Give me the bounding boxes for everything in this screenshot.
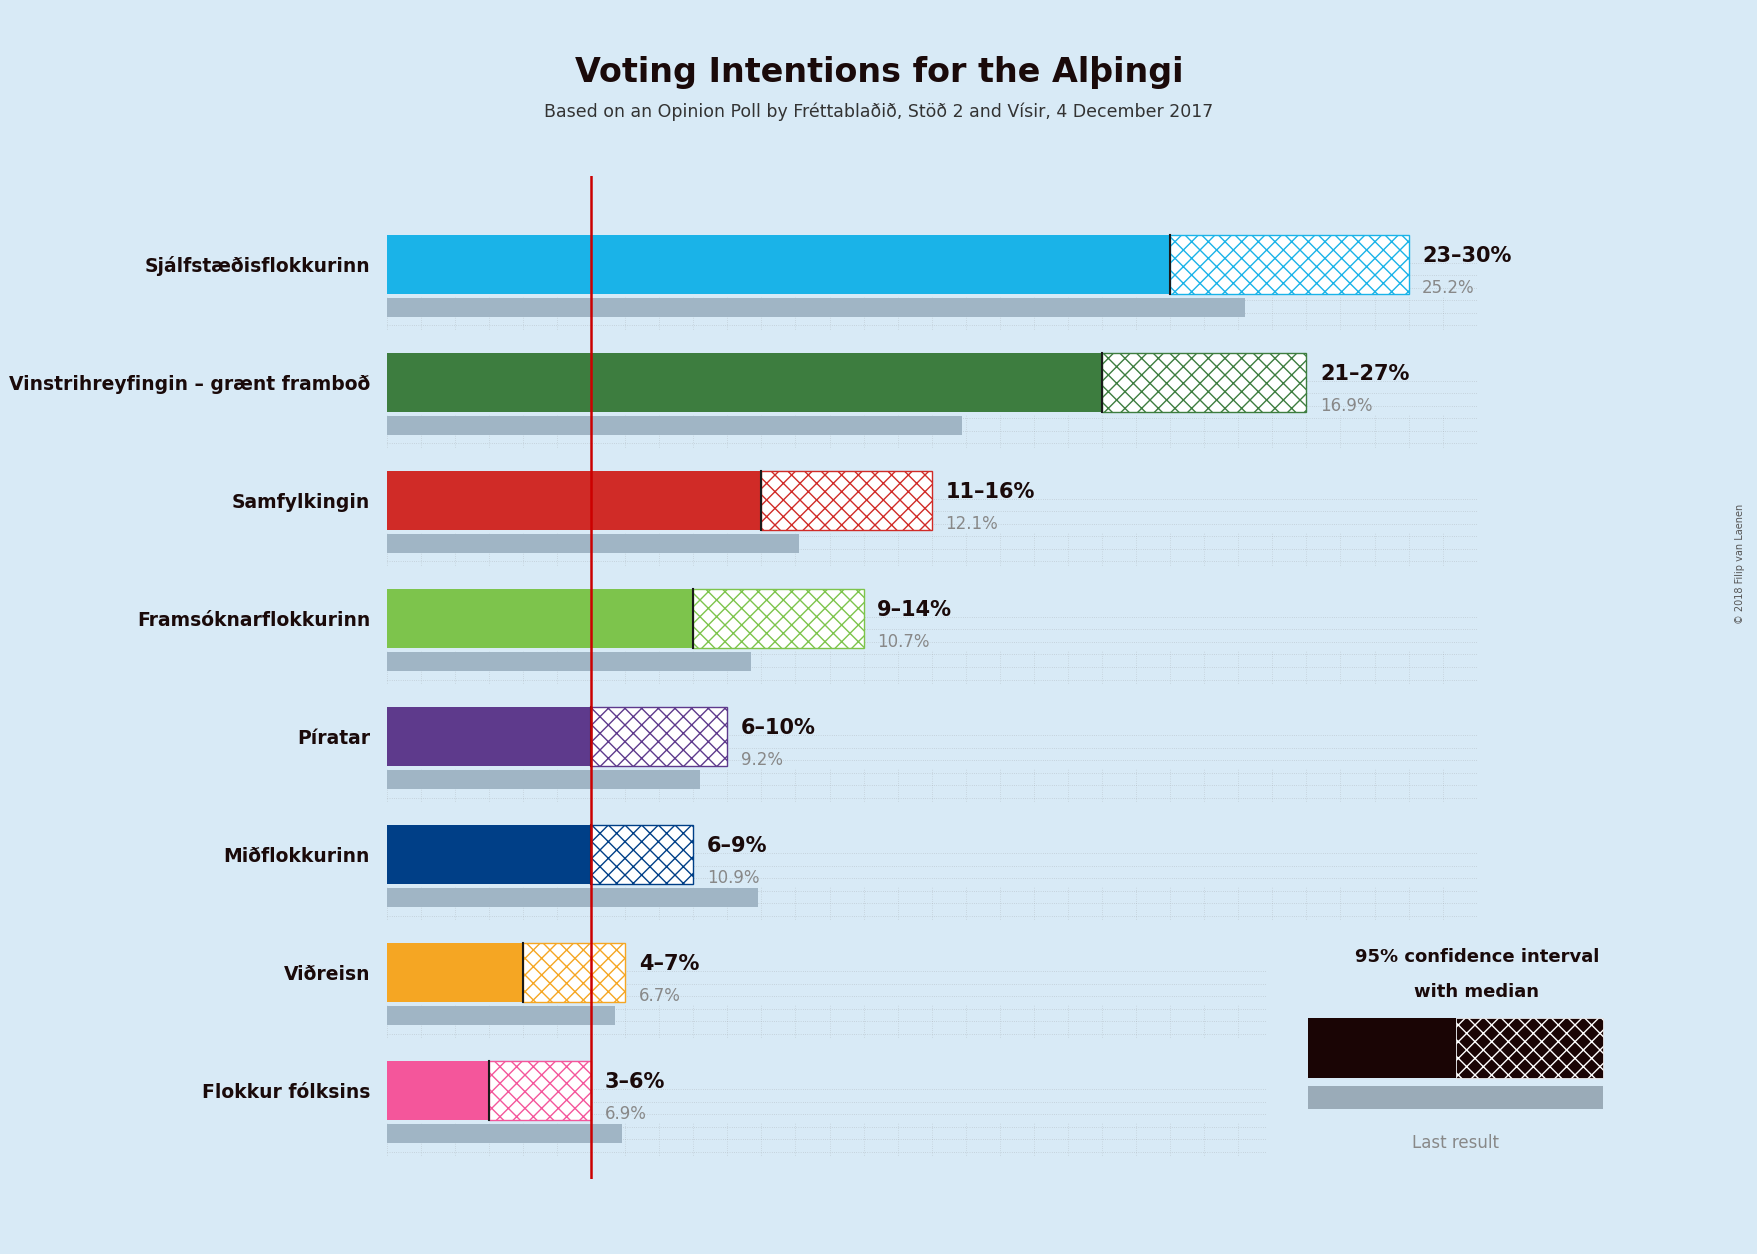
Text: 12.1%: 12.1% xyxy=(945,514,998,533)
Bar xyxy=(387,825,590,884)
Bar xyxy=(387,707,590,766)
Bar xyxy=(524,943,625,1002)
Bar xyxy=(387,943,524,1002)
Text: Voting Intentions for the Alþingi: Voting Intentions for the Alþingi xyxy=(575,56,1182,89)
Bar xyxy=(387,352,1102,411)
Text: 4–7%: 4–7% xyxy=(638,954,699,974)
Text: 6.9%: 6.9% xyxy=(604,1105,647,1122)
Text: 6–9%: 6–9% xyxy=(706,836,768,856)
Bar xyxy=(1307,1018,1455,1078)
Bar xyxy=(1455,1018,1602,1078)
Text: 11–16%: 11–16% xyxy=(945,482,1035,502)
Bar xyxy=(488,1061,590,1120)
Bar xyxy=(590,825,692,884)
Bar xyxy=(387,234,1170,293)
Bar xyxy=(1102,352,1305,411)
Bar xyxy=(387,534,798,553)
Text: Based on an Opinion Poll by Fréttablaðið, Stöð 2 and Vísir, 4 December 2017: Based on an Opinion Poll by Fréttablaðið… xyxy=(545,103,1212,122)
Bar xyxy=(761,470,931,529)
Text: 23–30%: 23–30% xyxy=(1421,246,1511,266)
Bar xyxy=(387,1007,615,1026)
Bar xyxy=(387,1125,622,1144)
Text: 21–27%: 21–27% xyxy=(1320,364,1409,384)
Text: 16.9%: 16.9% xyxy=(1320,396,1372,415)
Bar xyxy=(387,298,1244,317)
Text: 10.7%: 10.7% xyxy=(877,633,929,651)
Text: 3–6%: 3–6% xyxy=(604,1072,664,1092)
Text: 10.9%: 10.9% xyxy=(706,869,759,887)
Text: 9.2%: 9.2% xyxy=(741,751,782,769)
Text: 95% confidence interval: 95% confidence interval xyxy=(1353,948,1599,966)
Bar xyxy=(387,588,692,647)
Bar xyxy=(692,588,863,647)
Text: 9–14%: 9–14% xyxy=(877,599,952,619)
Bar xyxy=(387,1061,488,1120)
Bar xyxy=(387,888,757,908)
Bar xyxy=(387,416,961,435)
Text: 6.7%: 6.7% xyxy=(638,987,680,1004)
Bar xyxy=(387,770,699,789)
Bar xyxy=(387,652,750,671)
Text: 6–10%: 6–10% xyxy=(741,717,815,737)
Bar xyxy=(387,470,761,529)
Bar xyxy=(590,707,727,766)
Bar xyxy=(1170,234,1407,293)
Text: Last result: Last result xyxy=(1411,1134,1499,1151)
Text: with median: with median xyxy=(1413,983,1539,1001)
Text: © 2018 Filip van Laenen: © 2018 Filip van Laenen xyxy=(1734,504,1745,624)
Bar xyxy=(1307,1086,1602,1109)
Text: 25.2%: 25.2% xyxy=(1421,278,1474,297)
